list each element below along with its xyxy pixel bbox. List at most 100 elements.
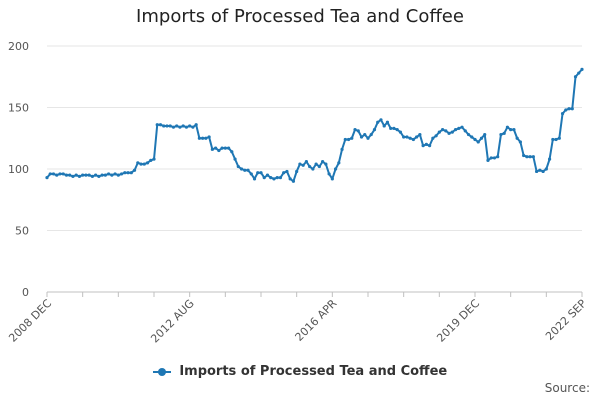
data-point bbox=[415, 135, 419, 139]
data-point bbox=[184, 125, 189, 129]
data-point bbox=[392, 126, 396, 131]
legend[interactable]: Imports of Processed Tea and Coffee bbox=[0, 364, 600, 379]
data-point bbox=[359, 135, 364, 139]
legend-marker-icon bbox=[152, 367, 171, 377]
x-axis bbox=[46, 291, 583, 297]
data-point bbox=[201, 136, 205, 140]
data-point bbox=[437, 130, 441, 134]
data-point bbox=[346, 137, 351, 142]
data-point bbox=[90, 174, 94, 178]
data-point bbox=[402, 135, 406, 139]
data-point bbox=[317, 164, 321, 169]
data-point bbox=[453, 128, 458, 132]
data-point bbox=[252, 177, 257, 181]
data-point bbox=[483, 132, 487, 137]
data-point bbox=[61, 172, 65, 176]
data-point bbox=[230, 150, 234, 154]
data-point bbox=[324, 162, 328, 166]
data-point bbox=[547, 157, 552, 161]
data-point bbox=[418, 132, 422, 137]
data-point bbox=[476, 140, 480, 144]
data-point bbox=[97, 174, 101, 178]
data-point bbox=[531, 155, 535, 159]
data-point bbox=[570, 107, 574, 111]
data-point bbox=[94, 173, 98, 177]
data-point bbox=[567, 107, 571, 111]
data-point bbox=[181, 124, 185, 128]
y-tick-label: 150 bbox=[8, 102, 29, 115]
data-point bbox=[233, 157, 237, 161]
data-point bbox=[119, 172, 124, 176]
data-point bbox=[515, 136, 519, 140]
data-point bbox=[444, 129, 448, 133]
x-tick-label: 2019 DEC bbox=[434, 297, 482, 345]
data-point bbox=[158, 123, 163, 127]
data-point bbox=[509, 128, 513, 132]
data-point bbox=[379, 118, 383, 122]
source-label: Source: bbox=[544, 381, 590, 395]
x-tick-label: 2016 APR bbox=[293, 297, 340, 344]
data-point bbox=[434, 134, 438, 138]
data-point bbox=[551, 137, 555, 142]
data-point bbox=[424, 142, 428, 146]
data-point bbox=[45, 176, 49, 180]
data-point bbox=[457, 126, 461, 131]
data-point bbox=[321, 160, 325, 164]
data-point bbox=[256, 171, 260, 175]
data-point bbox=[470, 135, 474, 139]
data-point bbox=[217, 148, 221, 153]
data-point bbox=[486, 158, 490, 162]
y-tick-label: 100 bbox=[8, 163, 29, 176]
data-point bbox=[103, 173, 107, 177]
data-point bbox=[544, 167, 548, 171]
data-point bbox=[366, 136, 370, 140]
y-tick-label: 200 bbox=[8, 40, 29, 53]
data-point bbox=[285, 169, 289, 174]
data-point bbox=[162, 124, 166, 128]
data-point bbox=[129, 171, 133, 175]
data-point bbox=[249, 172, 253, 176]
data-point bbox=[466, 132, 471, 137]
data-point bbox=[337, 161, 341, 165]
data-point bbox=[304, 160, 308, 164]
data-point bbox=[489, 156, 493, 160]
data-point bbox=[350, 136, 354, 140]
data-point bbox=[505, 125, 510, 129]
x-axis-labels: 2008 DEC 2012 AUG 2016 APR 2019 DEC 2022 SEP bbox=[6, 297, 589, 346]
data-point bbox=[564, 108, 568, 112]
data-point bbox=[557, 136, 561, 140]
data-point bbox=[262, 176, 266, 180]
data-point bbox=[269, 176, 273, 180]
x-tick-label: 2012 AUG bbox=[148, 297, 197, 346]
data-point bbox=[421, 144, 425, 148]
data-point bbox=[356, 129, 360, 133]
data-point bbox=[382, 124, 386, 128]
data-point bbox=[272, 177, 276, 181]
data-point bbox=[428, 144, 432, 148]
chart-title: Imports of Processed Tea and Coffee bbox=[136, 6, 464, 27]
data-point bbox=[155, 123, 159, 127]
data-point bbox=[518, 140, 522, 144]
data-point bbox=[492, 156, 497, 160]
data-point bbox=[295, 169, 299, 174]
data-point bbox=[214, 146, 218, 150]
data-point bbox=[58, 172, 62, 176]
data-point bbox=[353, 128, 357, 132]
data-point bbox=[496, 155, 500, 159]
data-point bbox=[191, 125, 195, 129]
data-point bbox=[239, 167, 244, 171]
data-point bbox=[291, 179, 296, 183]
data-point bbox=[363, 132, 367, 137]
series-line bbox=[46, 68, 583, 183]
data-point bbox=[149, 158, 153, 162]
data-point bbox=[51, 172, 56, 176]
data-point bbox=[473, 137, 477, 142]
data-point bbox=[77, 174, 82, 178]
data-point bbox=[333, 167, 338, 171]
data-point bbox=[259, 171, 263, 175]
data-point bbox=[431, 136, 435, 140]
data-point bbox=[411, 137, 415, 142]
data-point bbox=[535, 169, 539, 174]
series-layer bbox=[45, 67, 584, 183]
